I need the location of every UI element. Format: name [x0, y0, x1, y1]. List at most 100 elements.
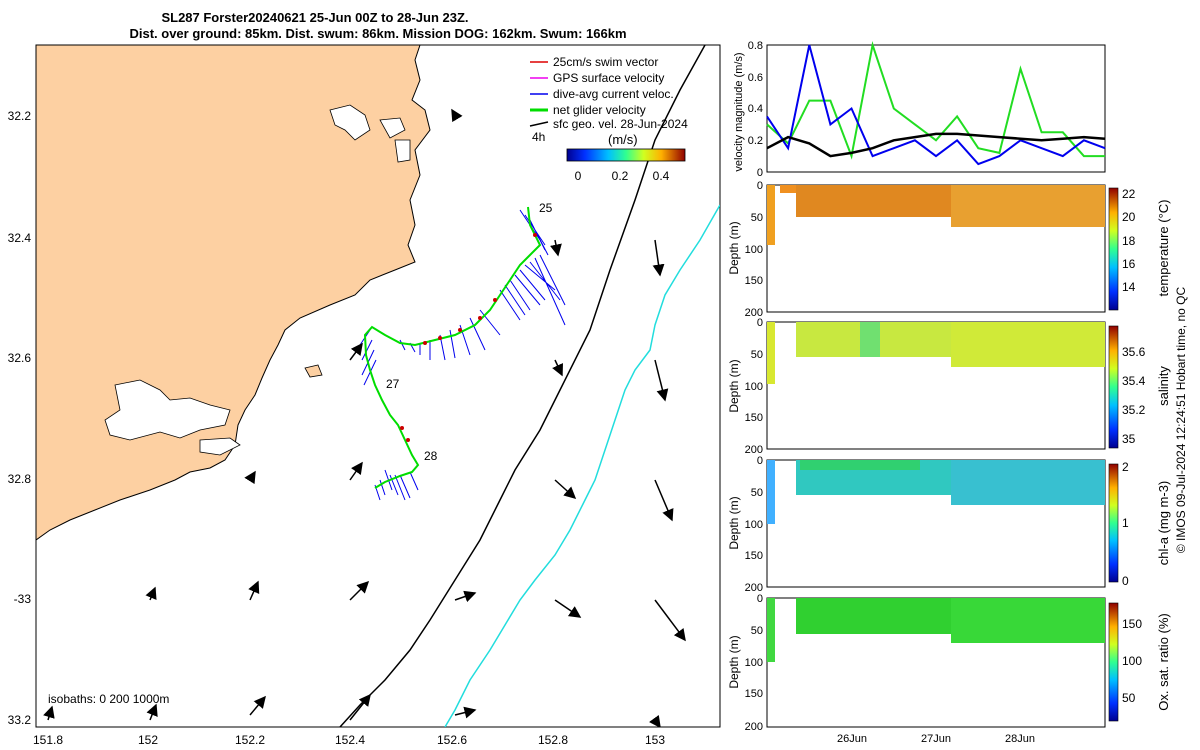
- salinity-colorbar: [1108, 325, 1119, 449]
- velocity-y-tick: 0.6: [748, 72, 763, 84]
- section-y-tick: 50: [751, 625, 763, 637]
- velocity-lines: [766, 41, 1106, 166]
- temperature-cbar-label: temperature (°C): [1156, 200, 1171, 297]
- salinity-fill: [860, 322, 880, 357]
- geostrophic-arrows: [43, 108, 686, 727]
- legend-label-sfc: sfc geo. vel. 28-Jun-2024: [553, 117, 688, 131]
- map-x-tick: 152: [138, 733, 158, 747]
- island: [304, 364, 323, 378]
- cbar-tick: 35.2: [1122, 403, 1146, 417]
- velocity-y-ticks: 0 0.2 0.4 0.6 0.8: [748, 40, 763, 179]
- section-y-tick: 50: [751, 487, 763, 499]
- oxygen-fill: [951, 598, 1105, 643]
- section-y-tick: 100: [745, 381, 763, 393]
- title-line-2: Dist. over ground: 85km. Dist. swum: 86k…: [129, 26, 626, 41]
- salinity-ylabel: Depth (m): [727, 359, 741, 412]
- section-y-tick: 0: [757, 317, 763, 329]
- section-y-tick: 150: [745, 550, 763, 562]
- velocity-series-line: [766, 132, 1106, 158]
- chla-y-ticks: 0 50 100 150 200: [745, 455, 763, 594]
- title-line-1: SL287 Forster20240621 25-Jun 00Z to 28-J…: [161, 10, 468, 25]
- chla-fill: [800, 460, 920, 470]
- time-ticks: 26Jun 27Jun 28Jun: [837, 733, 1035, 745]
- section-y-tick: 0: [757, 593, 763, 605]
- chla-fill: [951, 460, 1105, 505]
- map-x-tick: 153: [645, 733, 665, 747]
- map-y-tick: 32.6: [8, 351, 32, 365]
- section-y-tick: 200: [745, 582, 763, 594]
- glider-track: [363, 206, 542, 489]
- time-tick: 27Jun: [921, 733, 951, 745]
- colorbar-tick-1: 0.2: [612, 169, 629, 183]
- section-y-tick: 200: [745, 444, 763, 456]
- cbar-tick: 18: [1122, 234, 1136, 248]
- oxygen-colorbar: [1108, 602, 1119, 722]
- temperature-fill: [796, 185, 951, 217]
- map-y-tick: 32.4: [8, 231, 32, 245]
- legend-label-swim: 25cm/s swim vector: [553, 55, 658, 69]
- section-y-tick: 50: [751, 212, 763, 224]
- cbar-tick: 35.6: [1122, 345, 1146, 359]
- temperature-section: 0 50 100 150 200 Depth (m) 14 16 18 20 2…: [727, 180, 1171, 319]
- isobath-200m: [339, 45, 706, 727]
- section-y-tick: 0: [757, 455, 763, 467]
- oxygen-cbar-label: Ox. sat. ratio (%): [1156, 613, 1171, 711]
- cbar-tick: 20: [1122, 210, 1136, 224]
- salinity-y-ticks: 0 50 100 150 200: [745, 317, 763, 456]
- chla-ylabel: Depth (m): [727, 496, 741, 549]
- map-x-tick: 152.4: [335, 733, 365, 747]
- map-x-tick: 152.6: [437, 733, 467, 747]
- legend-label-gps: GPS surface velocity: [553, 71, 664, 85]
- section-y-tick: 100: [745, 657, 763, 669]
- velocity-y-tick: 0.2: [748, 135, 763, 147]
- oxygen-fill: [796, 598, 951, 634]
- velocity-y-tick: 0.8: [748, 40, 763, 52]
- oxygen-fill: [767, 598, 775, 662]
- day-label-27: 27: [386, 377, 400, 391]
- time-tick: 28Jun: [1005, 733, 1035, 745]
- velocity-y-tick: 0: [757, 167, 763, 179]
- salinity-fill: [767, 322, 775, 384]
- oxygen-section: 0 50 100 150 200 Depth (m) 50 100 150 Ox…: [727, 593, 1171, 733]
- section-y-tick: 200: [745, 721, 763, 733]
- map-x-tick: 152.2: [235, 733, 265, 747]
- velocity-panel: 0 0.2 0.4 0.6 0.8 velocity magnitude (m/…: [733, 40, 1106, 179]
- map-y-ticks: 32.2 32.4 32.6 32.8 -33 33.2: [8, 109, 32, 727]
- map-y-tick: 32.8: [8, 472, 32, 486]
- cbar-tick: 50: [1122, 691, 1136, 705]
- section-y-tick: 50: [751, 349, 763, 361]
- temperature-y-ticks: 0 50 100 150 200: [745, 180, 763, 319]
- section-y-tick: 200: [745, 307, 763, 319]
- day-label-28: 28: [424, 449, 438, 463]
- legend-label-dive: dive-avg current veloc.: [553, 87, 674, 101]
- velocity-ylabel: velocity magnitude (m/s): [733, 52, 745, 171]
- cbar-tick: 22: [1122, 187, 1136, 201]
- cbar-tick: 35: [1122, 432, 1136, 446]
- map-legend: 25cm/s swim vector GPS surface velocity …: [529, 55, 688, 183]
- chla-cbar-ticks: 0 1 2: [1122, 460, 1129, 588]
- time-tick: 26Jun: [837, 733, 867, 745]
- chla-cbar-label: chl-a (mg m-3): [1156, 481, 1171, 566]
- day-label-25: 25: [539, 201, 553, 215]
- colorbar-tick-2: 0.4: [653, 169, 670, 183]
- legend-swatch-sfc: [529, 121, 549, 127]
- velocity-y-tick: 0.4: [748, 103, 763, 115]
- estuary: [329, 104, 411, 163]
- map-x-tick: 152.8: [538, 733, 568, 747]
- cbar-tick: 0: [1122, 574, 1129, 588]
- salinity-section: 0 50 100 150 200 Depth (m) 35 35.2 35.4 …: [727, 317, 1171, 456]
- section-y-tick: 150: [745, 412, 763, 424]
- salinity-fill: [951, 322, 1105, 367]
- section-y-tick: 100: [745, 244, 763, 256]
- temperature-colorbar: [1108, 187, 1119, 311]
- oxygen-cbar-ticks: 50 100 150: [1122, 617, 1142, 705]
- cbar-tick: 2: [1122, 460, 1129, 474]
- lake-small: [199, 437, 241, 456]
- colorbar-tick-0: 0: [575, 169, 582, 183]
- cbar-tick: 150: [1122, 617, 1142, 631]
- section-y-tick: 150: [745, 275, 763, 287]
- swim-vector-dots: [400, 233, 537, 442]
- map-colorbar: [566, 148, 686, 162]
- map-y-tick: 32.2: [8, 109, 32, 123]
